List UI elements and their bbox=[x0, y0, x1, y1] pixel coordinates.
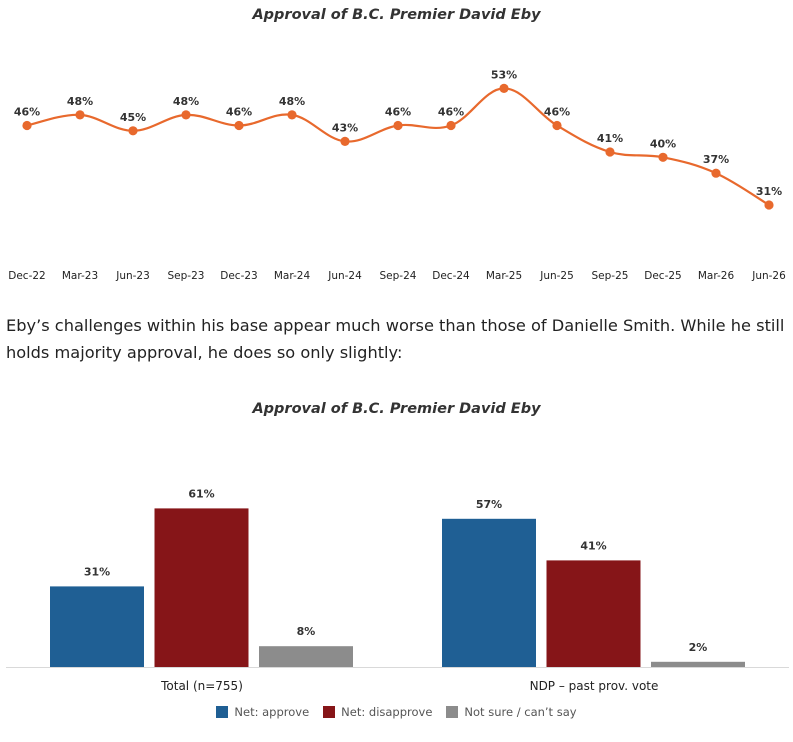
x-tick-label: Mar-24 bbox=[274, 270, 311, 282]
legend-swatch-not-sure bbox=[446, 706, 459, 718]
data-point bbox=[393, 120, 403, 131]
bar bbox=[442, 518, 536, 667]
x-tick-label: Jun-26 bbox=[751, 270, 786, 282]
data-label: 48% bbox=[173, 95, 199, 108]
bar-value-label: 41% bbox=[580, 539, 606, 552]
legend-swatch-approve bbox=[216, 706, 229, 718]
data-point bbox=[181, 110, 191, 120]
data-point bbox=[552, 120, 562, 131]
legend-label-approve: Net: approve bbox=[234, 705, 310, 719]
bar-chart-title: Approval of B.C. Premier David Eby bbox=[252, 401, 541, 417]
data-label: 46% bbox=[385, 106, 411, 119]
x-tick-label: Dec-25 bbox=[644, 270, 681, 282]
data-label: 46% bbox=[544, 106, 570, 119]
legend-label-disapprove: Net: disapprove bbox=[341, 705, 433, 719]
data-label: 48% bbox=[279, 95, 305, 108]
body-paragraph: Eby’s challenges within his base appear … bbox=[6, 316, 785, 362]
data-label: 31% bbox=[756, 185, 782, 198]
bar bbox=[50, 586, 144, 667]
bar bbox=[154, 508, 249, 667]
x-tick-label: Jun-25 bbox=[539, 270, 574, 282]
x-tick-label: Mar-25 bbox=[486, 270, 522, 282]
data-label: 37% bbox=[703, 153, 729, 166]
data-point bbox=[234, 120, 244, 131]
data-label: 41% bbox=[597, 132, 623, 145]
legend-item-not-sure: Not sure / can’t say bbox=[446, 705, 577, 719]
data-label: 46% bbox=[226, 106, 252, 119]
data-point bbox=[128, 126, 138, 136]
bar-value-label: 8% bbox=[297, 625, 316, 638]
data-point bbox=[446, 120, 456, 131]
x-tick-label: Mar-26 bbox=[698, 270, 735, 282]
category-label: Total (n=755) bbox=[160, 679, 243, 693]
data-point bbox=[658, 152, 668, 162]
data-label: 48% bbox=[67, 95, 93, 108]
legend-item-disapprove: Net: disapprove bbox=[323, 705, 432, 719]
data-label: 46% bbox=[438, 106, 464, 119]
data-point bbox=[340, 136, 350, 146]
data-point bbox=[764, 200, 774, 210]
bar-value-label: 61% bbox=[188, 487, 214, 500]
legend-item-approve: Net: approve bbox=[216, 705, 309, 719]
bar bbox=[651, 661, 745, 667]
legend-swatch-disapprove bbox=[323, 706, 336, 718]
x-tick-label: Jun-23 bbox=[115, 270, 150, 282]
data-label: 46% bbox=[14, 106, 40, 119]
bar-value-label: 2% bbox=[689, 641, 708, 654]
bar-chart: 31% 57% 61% 41% 8% 2% Total (n=755) NDP – past … bbox=[6, 487, 789, 693]
data-point bbox=[499, 83, 509, 93]
x-tick-label: Dec-22 bbox=[8, 270, 45, 282]
bar bbox=[259, 646, 353, 667]
x-tick-label: Sep-23 bbox=[168, 270, 205, 282]
line-chart-title: Approval of B.C. Premier David Eby bbox=[252, 7, 541, 23]
x-tick-label: Dec-24 bbox=[432, 270, 470, 282]
data-point bbox=[75, 110, 85, 120]
line-chart: 46% Dec-22 48% Mar-23 45% Jun-23 48% Sep-23 46% D… bbox=[8, 68, 786, 282]
x-tick-label: Jun-24 bbox=[327, 270, 362, 282]
data-label: 43% bbox=[332, 121, 358, 134]
data-label: 53% bbox=[491, 68, 517, 81]
data-point bbox=[22, 120, 32, 131]
data-point bbox=[605, 147, 615, 157]
x-tick-label: Sep-24 bbox=[380, 270, 417, 282]
data-point bbox=[711, 168, 721, 178]
bar bbox=[546, 560, 641, 667]
data-label: 45% bbox=[120, 111, 146, 124]
bar-value-label: 57% bbox=[476, 498, 502, 511]
x-tick-label: Dec-23 bbox=[220, 270, 257, 282]
x-tick-label: Mar-23 bbox=[62, 270, 98, 282]
bar-chart-legend: Net: approve Net: disapprove Not sure / … bbox=[0, 705, 793, 719]
legend-label-not-sure: Not sure / can’t say bbox=[464, 705, 577, 719]
bar-value-label: 31% bbox=[84, 565, 110, 578]
x-tick-label: Sep-25 bbox=[592, 270, 629, 282]
data-label: 40% bbox=[650, 137, 676, 150]
data-point bbox=[287, 110, 297, 120]
category-label: NDP – past prov. vote bbox=[530, 679, 659, 693]
